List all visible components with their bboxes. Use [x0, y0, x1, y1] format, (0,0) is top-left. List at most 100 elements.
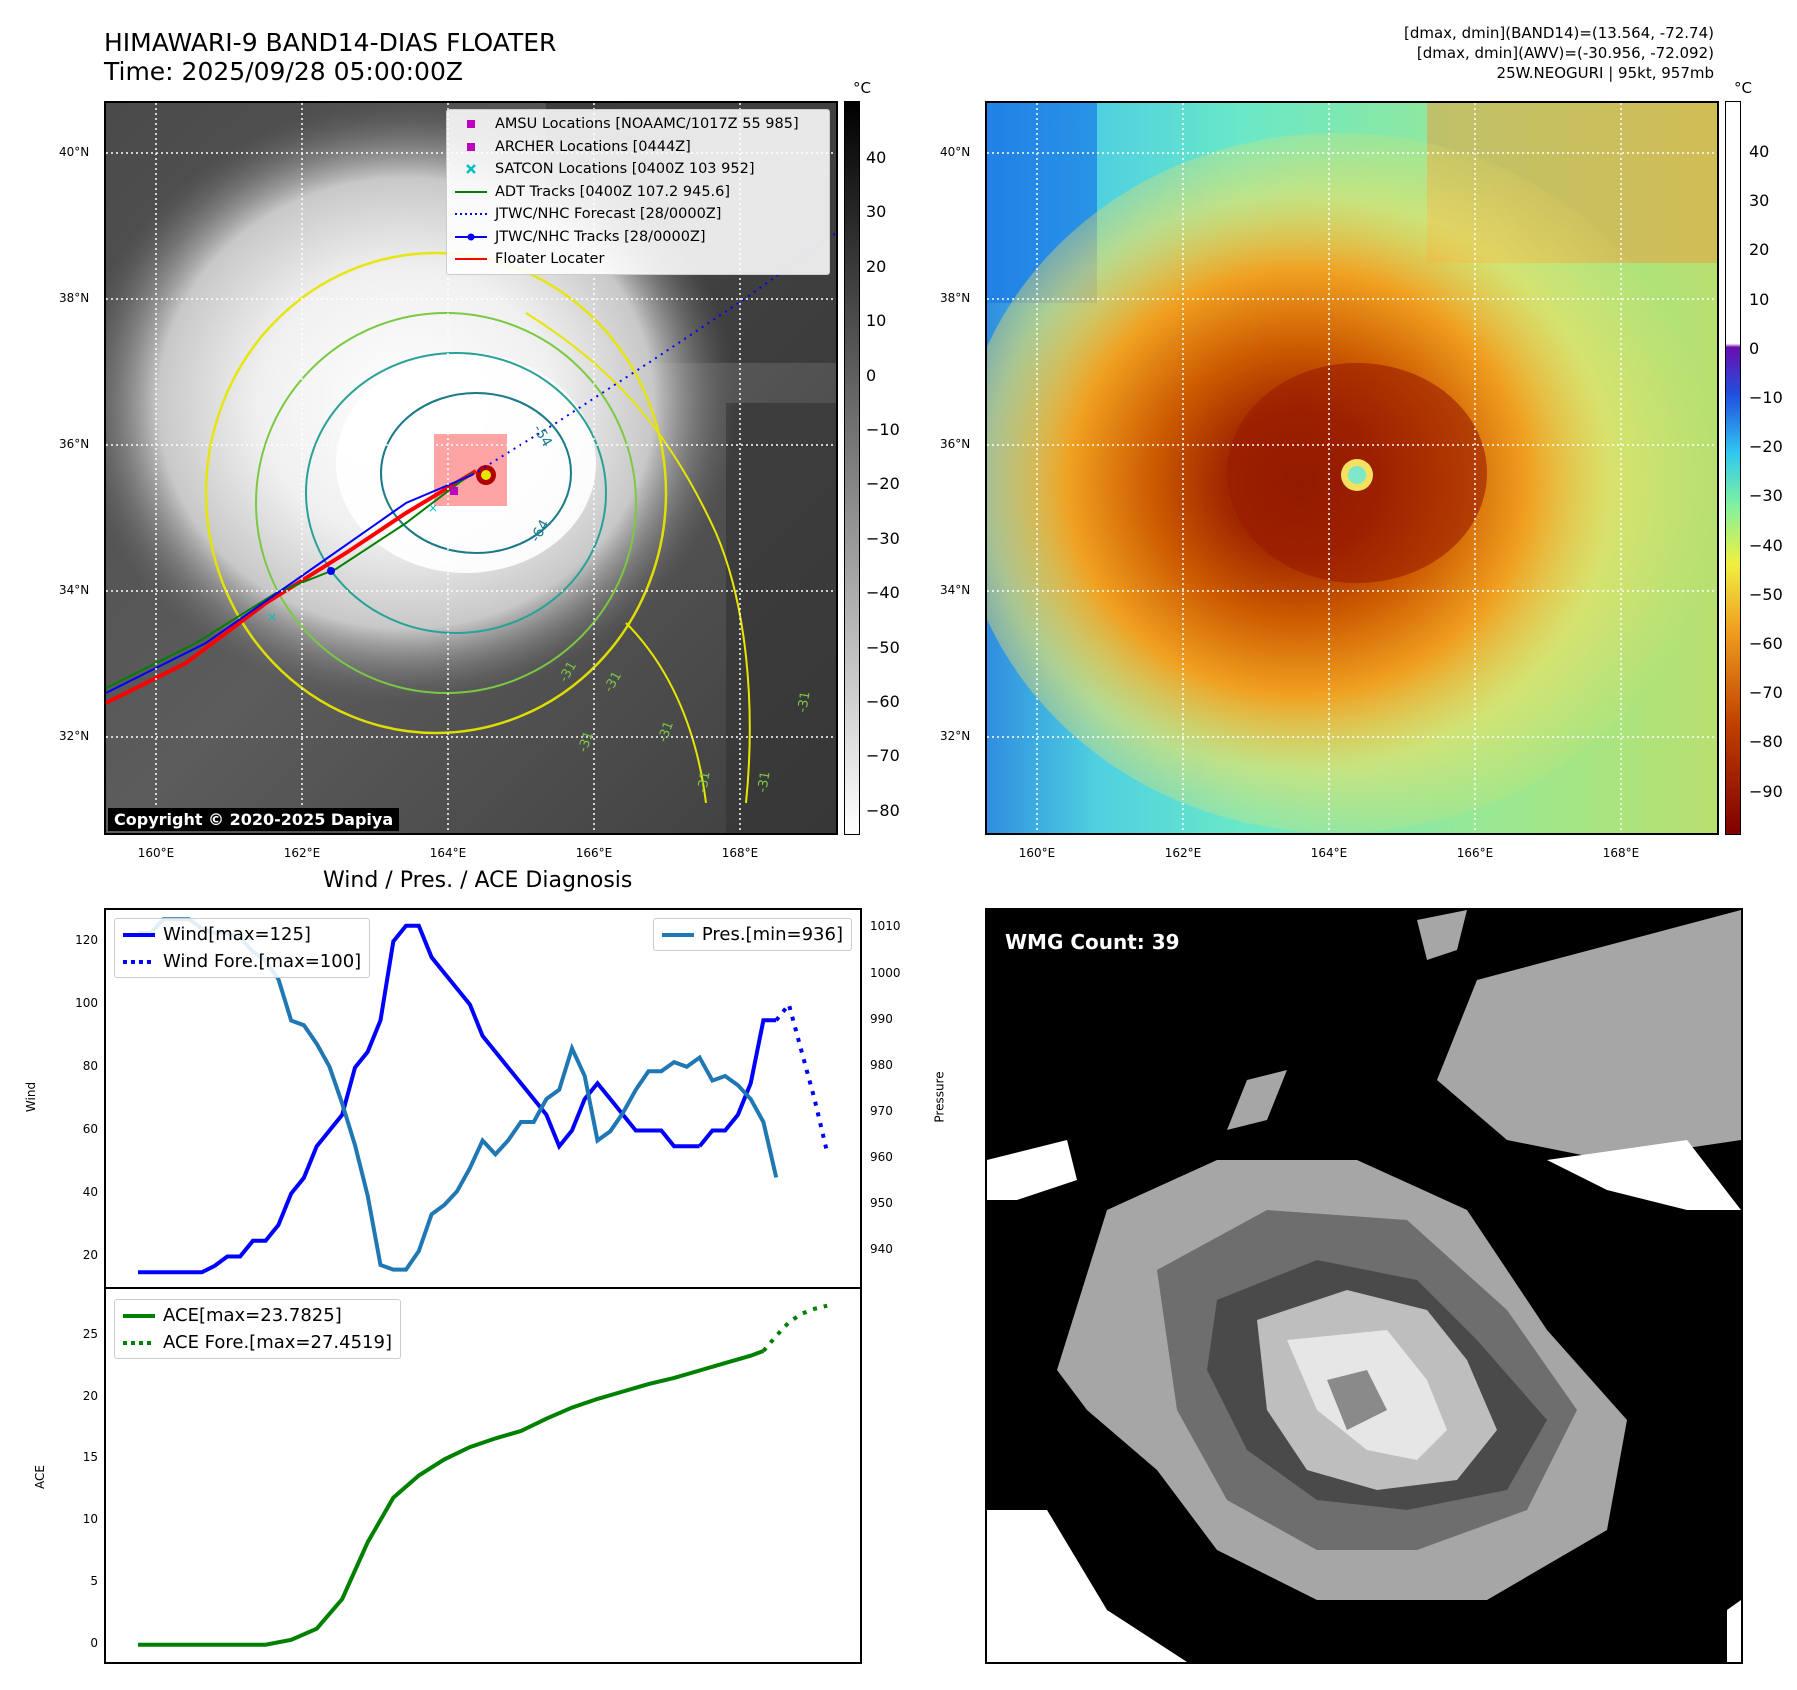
- ir-satellite-panel: × × -54 -64 -31 -31 -31 -31 -31 -31 -31 …: [104, 101, 838, 835]
- ir-legend-label: Floater Locater: [495, 251, 605, 267]
- awv-colorbar-unit: °C: [1734, 79, 1752, 97]
- wmg-image: [987, 910, 1741, 1662]
- lat-label: 40°N: [59, 145, 90, 159]
- lat-label: 34°N: [940, 583, 971, 597]
- lon-label: 166°E: [575, 846, 613, 860]
- pressure-legend-swatch: [661, 933, 694, 937]
- y-tick-label: 40: [82, 1184, 98, 1199]
- ir-legend-swatch: [455, 233, 487, 240]
- contour-label: -31: [576, 729, 597, 754]
- colorbar-tick: −60: [1749, 634, 1783, 653]
- colorbar-tick: −80: [866, 800, 900, 820]
- ir-legend-swatch: [455, 213, 487, 215]
- y-tick-label: 20: [82, 1388, 98, 1403]
- ace-axis-label: ACE: [32, 1465, 47, 1489]
- colorbar-tick: −60: [866, 692, 900, 711]
- colorbar-tick: 0: [1749, 338, 1760, 358]
- colorbar-tick: 40: [866, 148, 887, 167]
- colorbar-tick: −40: [866, 583, 900, 603]
- colorbar-tick: −30: [1749, 486, 1783, 506]
- wmg-count-label: WMG Count: 39: [1005, 930, 1180, 954]
- colorbar-tick: −20: [1749, 437, 1783, 457]
- colorbar-tick: −70: [1749, 683, 1783, 703]
- lat-label: 38°N: [940, 291, 971, 305]
- figure-title-line2: Time: 2025/09/28 05:00:00Z: [104, 57, 463, 86]
- ir-legend-swatch: [467, 142, 475, 151]
- wind-legend-row: Wind[max=125]: [115, 921, 369, 948]
- ir-legend-item: JTWC/NHC Tracks [28/0000Z]: [447, 226, 829, 249]
- svg-text:×: ×: [267, 610, 277, 624]
- lon-label: 168°E: [721, 846, 759, 860]
- y-right-tick-label: 970: [870, 1103, 893, 1118]
- colorbar-tick: −20: [866, 474, 900, 494]
- ir-legend-swatch: [455, 258, 487, 260]
- y-tick-label: 5: [90, 1573, 98, 1588]
- colorbar-tick: −70: [866, 746, 900, 766]
- lon-label: 164°E: [429, 846, 467, 860]
- pressure-legend: Pres.[min=936]: [652, 918, 852, 951]
- colorbar-tick: −50: [866, 637, 900, 657]
- ir-colorbar: [844, 101, 860, 835]
- wind-pressure-chart: Wind[max=125] Wind Fore.[max=100] Pres.[…: [104, 908, 862, 1289]
- y-right-tick-label: 950: [870, 1196, 893, 1211]
- ir-legend-label: AMSU Locations [NOAAMC/1017Z 55 985]: [495, 116, 799, 132]
- ir-legend-label: SATCON Locations [0400Z 103 952]: [495, 161, 755, 177]
- lon-label: 160°E: [1018, 846, 1056, 860]
- info-line-band14: [dmax, dmin](BAND14)=(13.564, -72.74): [1403, 24, 1714, 42]
- colorbar-tick: 10: [1749, 289, 1770, 309]
- ace-fore-legend-row: ACE Fore.[max=27.4519]: [115, 1329, 400, 1356]
- colorbar-tick: 10: [866, 311, 887, 331]
- ir-legend-label: JTWC/NHC Tracks [28/0000Z]: [495, 228, 706, 245]
- pressure-legend-row: Pres.[min=936]: [654, 921, 851, 948]
- ir-colorbar-unit: °C: [853, 79, 871, 97]
- ir-legend-swatch: [467, 120, 475, 128]
- series-line: [138, 923, 700, 1275]
- series-line: [774, 1000, 830, 1154]
- ir-legend-item: SATCON Locations [0400Z 103 952]: [447, 158, 829, 181]
- info-line-awv: [dmax, dmin](AWV)=(-30.956, -72.092): [1416, 44, 1714, 62]
- lon-label: 166°E: [1456, 846, 1494, 860]
- colorbar-tick: −10: [1749, 388, 1783, 407]
- y-tick-label: 15: [82, 1450, 98, 1465]
- info-line-storm: 25W.NEOGURI | 95kt, 957mb: [1496, 64, 1714, 82]
- ir-legend-item: Floater Locater: [447, 248, 829, 271]
- pressure-legend-label: Pres.[min=936]: [701, 924, 843, 945]
- contour-label: -31: [795, 690, 813, 714]
- figure-title-line1: HIMAWARI-9 BAND14-DIAS FLOATER: [104, 28, 557, 57]
- colorbar-tick: 20: [1749, 240, 1770, 260]
- wind-legend: Wind[max=125] Wind Fore.[max=100]: [114, 918, 371, 978]
- y-tick-label: 60: [82, 1121, 98, 1136]
- y-tick-label: 10: [82, 1512, 98, 1527]
- awv-satellite-panel: [985, 101, 1719, 835]
- wind-fore-legend-swatch: [123, 960, 155, 964]
- wind-legend-swatch: [123, 933, 155, 937]
- colorbar-tick: −10: [866, 420, 900, 439]
- y-tick-label: 100: [75, 995, 98, 1010]
- series-line: [761, 1303, 828, 1353]
- y-right-tick-label: 1010: [870, 919, 901, 934]
- lat-label: 34°N: [59, 583, 90, 597]
- ace-legend-swatch: [123, 1314, 155, 1318]
- lat-label: 38°N: [59, 291, 90, 305]
- contour-label: -31: [695, 770, 713, 794]
- wind-axis-label: Wind: [24, 1081, 39, 1113]
- ir-legend-item: JTWC/NHC Forecast [28/0000Z]: [447, 203, 829, 226]
- contour-label: -31: [755, 770, 773, 794]
- ace-legend-row: ACE[max=23.7825]: [115, 1302, 400, 1329]
- colorbar-tick: −40: [1749, 535, 1783, 555]
- awv-image: [987, 103, 1717, 833]
- wind-fore-legend-label: Wind Fore.[max=100]: [163, 951, 362, 972]
- lon-label: 164°E: [1310, 846, 1348, 860]
- pressure-axis-label: Pressure: [932, 1071, 947, 1123]
- y-tick-label: 20: [82, 1247, 98, 1262]
- lon-label: 168°E: [1602, 846, 1640, 860]
- ace-fore-legend-label: ACE Fore.[max=27.4519]: [163, 1332, 392, 1353]
- y-right-tick-label: 990: [870, 1011, 893, 1026]
- lat-label: 40°N: [940, 145, 971, 159]
- ir-legend-swatch: [466, 164, 476, 174]
- lat-label: 36°N: [940, 437, 971, 451]
- series-line: [698, 1018, 777, 1148]
- ace-fore-legend-swatch: [123, 1341, 155, 1345]
- wind-legend-label: Wind[max=125]: [163, 924, 311, 945]
- colorbar-tick: −90: [1749, 781, 1783, 801]
